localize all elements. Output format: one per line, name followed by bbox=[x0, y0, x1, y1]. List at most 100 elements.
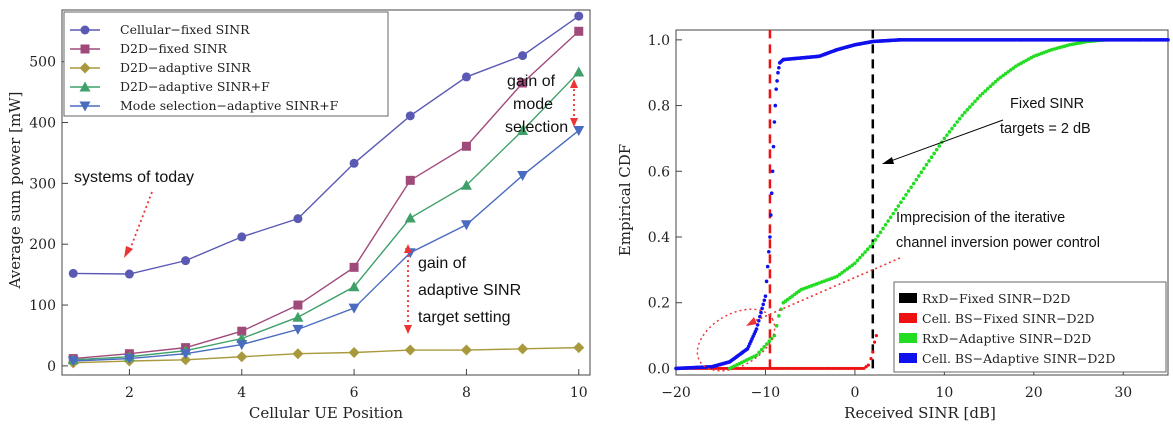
data-point-cell-bs-adaptive-sinr-d2d bbox=[772, 120, 777, 124]
data-point-cellular-fixed-sinr bbox=[518, 51, 528, 61]
data-point-rxd-adaptive-sinr-d2d bbox=[955, 120, 959, 124]
data-point-rxd-adaptive-sinr-d2d bbox=[891, 211, 896, 216]
data-point-rxd-adaptive-sinr-d2d bbox=[950, 126, 954, 131]
data-point-rxd-adaptive-sinr-d2d bbox=[754, 353, 759, 358]
data-point-rxd-adaptive-sinr-d2d bbox=[957, 116, 962, 121]
left-y-tick-label: 0 bbox=[47, 359, 56, 375]
data-point-rxd-adaptive-sinr-d2d bbox=[1006, 69, 1011, 74]
left-x-tick-label: 2 bbox=[125, 385, 134, 401]
data-point-rxd-adaptive-sinr-d2d bbox=[909, 185, 913, 190]
data-point-cell-bs-fixed-sinr-d2d bbox=[770, 366, 774, 371]
data-point-rxd-adaptive-sinr-d2d bbox=[947, 130, 952, 134]
arrowhead-systems-of-today bbox=[124, 246, 133, 258]
right-x-tick-label: −20 bbox=[661, 385, 691, 401]
data-point-rxd-adaptive-sinr-d2d bbox=[764, 342, 769, 346]
data-point-d2d-fixed-sinr bbox=[237, 326, 247, 336]
right-y-tick-label: 0.2 bbox=[648, 296, 670, 312]
series-line-d2d-adaptive-sinr bbox=[73, 346, 579, 364]
data-point-rxd-adaptive-sinr-d2d bbox=[896, 204, 901, 208]
data-point-rxd-adaptive-sinr-d2d bbox=[934, 147, 939, 152]
legend-marker-d2d-adaptive-sinr-f bbox=[79, 81, 91, 92]
data-point-rxd-adaptive-sinr-d2d bbox=[901, 196, 906, 201]
left-x-tick-label: 10 bbox=[570, 385, 588, 401]
data-point-rxd-adaptive-sinr-d2d bbox=[878, 230, 883, 235]
left-y-tick-label: 200 bbox=[29, 237, 56, 253]
data-point-rxd-adaptive-sinr-d2d bbox=[993, 79, 998, 84]
left-x-tick-label: 6 bbox=[350, 385, 359, 401]
data-point-d2d-adaptive-sinr-f bbox=[404, 212, 416, 223]
data-point-cell-bs-fixed-sinr-d2d bbox=[797, 366, 801, 371]
data-point-rxd-adaptive-sinr-d2d bbox=[1011, 66, 1016, 70]
data-point-cell-bs-fixed-sinr-d2d bbox=[830, 366, 835, 371]
data-point-cell-bs-fixed-sinr-d2d bbox=[828, 366, 832, 371]
legend-label-d2d-fixed-sinr: D2D−fixed SINR bbox=[120, 41, 228, 56]
legend-label-mode-selection-adaptive-sinr-f: Mode selection−adaptive SINR+F bbox=[120, 98, 339, 113]
legend-label-d2d-adaptive-sinr: D2D−adaptive SINR bbox=[120, 60, 251, 75]
data-point-rxd-adaptive-sinr-d2d bbox=[858, 255, 862, 260]
data-point-cell-bs-adaptive-sinr-d2d bbox=[754, 327, 759, 331]
data-point-cell-bs-adaptive-sinr-d2d bbox=[762, 298, 767, 303]
data-point-rxd-adaptive-sinr-d2d bbox=[845, 267, 850, 271]
data-point-cell-bs-fixed-sinr-d2d bbox=[869, 356, 873, 361]
data-point-rxd-adaptive-sinr-d2d bbox=[998, 75, 1003, 80]
legend-label-cell-bs-fixed-sinr-d2d: Cell. BS−Fixed SINR−D2D bbox=[922, 311, 1095, 326]
data-point-cell-bs-adaptive-sinr-d2d bbox=[767, 249, 771, 254]
data-point-d2d-adaptive-sinr bbox=[348, 346, 360, 358]
legend-marker-cellular-fixed-sinr bbox=[80, 25, 90, 35]
annotation-imprecision-1: Imprecision of the iterative bbox=[896, 210, 1065, 226]
arrowhead-fixed-sinr bbox=[882, 157, 894, 164]
data-point-mode-selection-adaptive-sinr-f bbox=[292, 324, 304, 335]
data-point-rxd-adaptive-sinr-d2d bbox=[983, 89, 988, 93]
data-point-cell-bs-fixed-sinr-d2d bbox=[813, 366, 817, 371]
left-legend-box bbox=[63, 11, 389, 117]
right-legend-box bbox=[893, 281, 1167, 373]
data-point-cell-bs-fixed-sinr-d2d bbox=[792, 366, 797, 371]
data-point-cell-bs-fixed-sinr-d2d bbox=[763, 366, 768, 371]
left-series bbox=[67, 11, 585, 369]
data-point-cell-bs-fixed-sinr-d2d bbox=[824, 366, 828, 371]
data-point-rxd-adaptive-sinr-d2d bbox=[970, 102, 975, 106]
data-point-rxd-adaptive-sinr-d2d bbox=[1009, 68, 1013, 72]
data-point-rxd-adaptive-sinr-d2d bbox=[988, 84, 993, 89]
data-point-cell-bs-adaptive-sinr-d2d bbox=[760, 306, 764, 311]
data-point-rxd-adaptive-sinr-d2d bbox=[952, 123, 957, 128]
data-point-rxd-adaptive-sinr-d2d bbox=[888, 215, 893, 220]
data-point-cellular-fixed-sinr bbox=[574, 11, 584, 21]
data-point-cell-bs-fixed-sinr-d2d bbox=[806, 366, 810, 371]
data-point-cell-bs-fixed-sinr-d2d bbox=[721, 366, 725, 371]
data-point-cell-bs-fixed-sinr-d2d bbox=[750, 366, 754, 371]
data-point-cell-bs-fixed-sinr-d2d bbox=[874, 333, 878, 338]
data-point-rxd-adaptive-sinr-d2d bbox=[863, 250, 867, 254]
left-y-tick-label: 300 bbox=[29, 176, 56, 192]
data-point-rxd-adaptive-sinr-d2d bbox=[919, 170, 924, 175]
series-line-cellular-fixed-sinr bbox=[73, 15, 580, 275]
annotation-systems-of-today: systems of today bbox=[74, 169, 194, 186]
data-point-rxd-adaptive-sinr-d2d bbox=[899, 200, 903, 205]
data-point-cell-bs-fixed-sinr-d2d bbox=[786, 366, 790, 371]
right-x-tick-label: 20 bbox=[1025, 385, 1043, 401]
right-y-tick-label: 0.0 bbox=[648, 361, 670, 377]
data-point-cell-bs-fixed-sinr-d2d bbox=[839, 366, 844, 371]
data-point-rxd-adaptive-sinr-d2d bbox=[860, 253, 865, 257]
data-point-rxd-adaptive-sinr-d2d bbox=[757, 350, 761, 355]
right-x-tick-label: 30 bbox=[1114, 385, 1132, 401]
data-point-cell-bs-fixed-sinr-d2d bbox=[788, 366, 792, 371]
data-point-cell-bs-fixed-sinr-d2d bbox=[752, 366, 756, 371]
annotation-mode-gain-2: mode bbox=[513, 96, 553, 113]
data-point-d2d-adaptive-sinr bbox=[573, 342, 585, 354]
data-point-d2d-fixed-sinr bbox=[293, 300, 303, 310]
legend-label-cell-bs-adaptive-sinr-d2d: Cell. BS−Adaptive SINR−D2D bbox=[922, 351, 1115, 366]
data-point-rxd-adaptive-sinr-d2d bbox=[865, 247, 870, 252]
data-point-cell-bs-fixed-sinr-d2d bbox=[759, 366, 763, 371]
data-point-cell-bs-fixed-sinr-d2d bbox=[757, 366, 761, 371]
right-ticks: −20 −10 0 10 20 30 0.0 0.2 0.4 0.6 0.8 1.0 bbox=[648, 33, 1132, 401]
data-point-cell-bs-fixed-sinr-d2d bbox=[745, 366, 750, 371]
data-point-cell-bs-fixed-sinr-d2d bbox=[848, 366, 853, 371]
data-point-cell-bs-fixed-sinr-d2d bbox=[790, 366, 794, 371]
data-point-rxd-adaptive-sinr-d2d bbox=[759, 347, 764, 352]
data-point-d2d-fixed-sinr bbox=[461, 141, 471, 151]
left-y-tick-label: 400 bbox=[29, 116, 56, 132]
data-point-rxd-adaptive-sinr-d2d bbox=[767, 339, 772, 344]
